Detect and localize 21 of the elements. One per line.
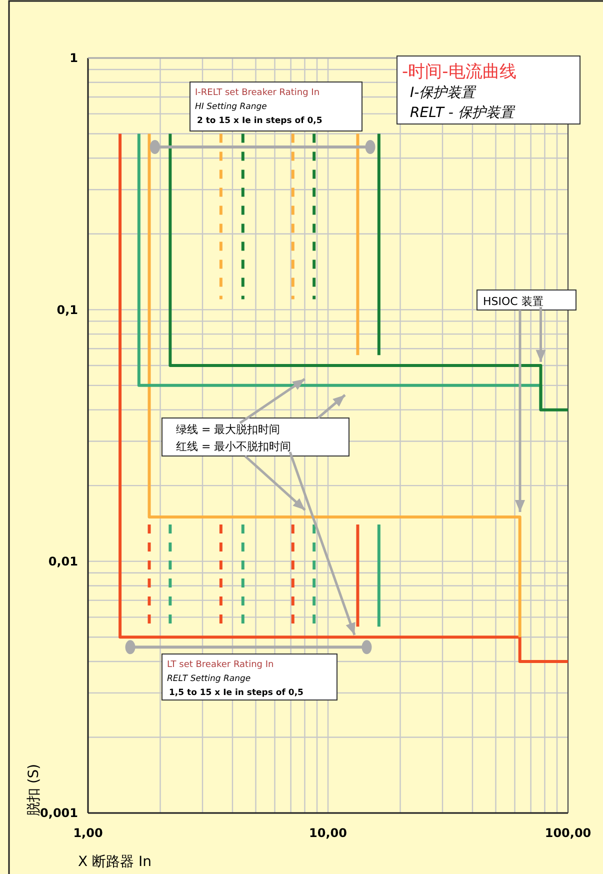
annotation: I-保护装置 bbox=[410, 85, 478, 101]
annotation: 2 to 15 x Ie in steps of 0,5 bbox=[197, 116, 322, 126]
x-tick-label: 1,00 bbox=[73, 826, 103, 840]
chart-title: -时间-电流曲线 bbox=[402, 62, 516, 82]
annotation: LT set Breaker Rating In bbox=[167, 660, 274, 670]
y-tick-label: 0,1 bbox=[56, 302, 78, 317]
annotation: HSIOC 装置 bbox=[483, 295, 544, 308]
x-tick-label: 10,00 bbox=[309, 826, 347, 840]
annotation: HI Setting Range bbox=[195, 102, 267, 112]
annotation: RELT - 保护装置 bbox=[410, 105, 516, 121]
y-tick-label: 0,01 bbox=[48, 554, 78, 569]
annotation: RELT Setting Range bbox=[167, 674, 251, 684]
x-axis-title: X 断路器 In bbox=[78, 854, 152, 870]
annotation: 红线 = 最小不脱扣时间 bbox=[176, 440, 292, 453]
annotation: 1,5 to 15 x Ie in steps of 0,5 bbox=[169, 688, 304, 698]
x-tick-label: 100,00 bbox=[544, 826, 592, 840]
annotation: 绿线 = 最大脱扣时间 bbox=[176, 423, 280, 436]
y-tick-label: 0,001 bbox=[40, 806, 78, 820]
y-tick-label: 1 bbox=[70, 51, 78, 66]
y-axis-title: 脱扣 (S) bbox=[26, 764, 42, 816]
annotation: I-RELT set Breaker Rating In bbox=[195, 88, 320, 98]
